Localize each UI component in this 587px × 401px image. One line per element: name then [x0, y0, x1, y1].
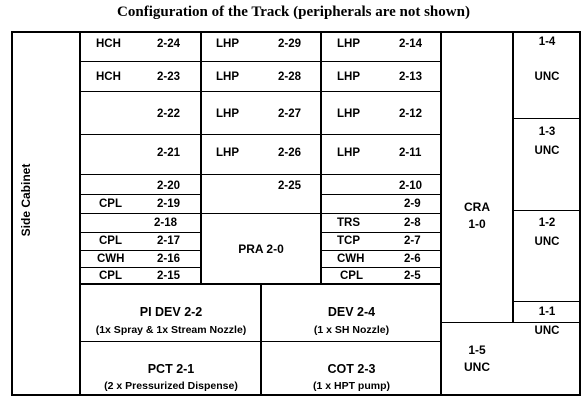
pct-detail: (2 x Pressurized Dispense) — [104, 380, 238, 392]
cra-left-border — [440, 31, 442, 396]
bottom-mid-divider — [260, 283, 262, 396]
module-number: 2-12 — [399, 108, 423, 120]
row-line — [321, 250, 441, 251]
module-number: 2-19 — [157, 198, 181, 210]
module-label: LHP — [216, 108, 239, 120]
grid-bottom-line — [80, 283, 441, 285]
unit-line — [513, 210, 581, 211]
pidev-detail: (1x Spray & 1x Stream Nozzle) — [95, 324, 247, 336]
row-line — [80, 174, 441, 175]
row-line — [80, 134, 441, 135]
module-number: 2-5 — [404, 270, 421, 282]
row-line — [321, 267, 441, 268]
row-line — [321, 194, 441, 195]
track-frame — [11, 31, 581, 396]
unit-label: UNC — [534, 325, 560, 337]
module-number: 2-28 — [278, 71, 302, 83]
module-number: 2-26 — [278, 147, 302, 159]
module-label: CPL — [99, 198, 122, 210]
row-line — [321, 232, 441, 233]
module-label: CWH — [97, 253, 125, 265]
col-divider-1 — [200, 31, 202, 283]
cot-detail: (1 x HPT pump) — [312, 380, 390, 392]
module-label: LHP — [337, 108, 360, 120]
module-number: 2-13 — [399, 71, 423, 83]
units-left-border — [512, 31, 514, 322]
unit-number: 1-1 — [538, 306, 556, 318]
module-number: 2-24 — [157, 38, 181, 50]
unit-line — [513, 118, 581, 119]
module-label: HCH — [96, 71, 121, 83]
module-label: CWH — [337, 253, 365, 265]
row-line — [80, 232, 201, 233]
row-line — [80, 267, 201, 268]
row-line — [80, 213, 441, 214]
module-label: CPL — [340, 270, 363, 282]
unit-number: 1-2 — [538, 217, 556, 229]
dev-detail: (1 x SH Nozzle) — [313, 324, 390, 336]
side-cabinet-label: Side Cabinet — [19, 163, 33, 237]
unit-label: UNC — [534, 71, 560, 83]
module-label: LHP — [216, 38, 239, 50]
module-label: LHP — [337, 147, 360, 159]
pct-name: PCT 2-1 — [147, 362, 195, 376]
unit-line — [513, 301, 581, 302]
module-label: LHP — [216, 147, 239, 159]
pra-module: PRA 2-0 — [238, 242, 284, 256]
module-number: 2-25 — [278, 180, 302, 192]
cra-bottom-line — [441, 322, 581, 323]
module-number: 2-17 — [157, 235, 181, 247]
module-number: 2-14 — [399, 38, 423, 50]
module-number: 2-6 — [404, 253, 421, 265]
module-number: 2-29 — [278, 38, 302, 50]
row-line — [80, 91, 441, 92]
module-number: 2-9 — [404, 198, 421, 210]
module-label: TCP — [337, 235, 360, 247]
module-number: 2-11 — [399, 147, 422, 159]
dev-name: DEV 2-4 — [327, 305, 376, 319]
module-label: TRS — [337, 217, 360, 229]
module-number: 2-16 — [157, 253, 181, 265]
pidev-name: PI DEV 2-2 — [139, 305, 203, 319]
module-number: 2-21 — [157, 147, 181, 159]
unit-label: UNC — [464, 360, 490, 374]
module-label: LHP — [337, 71, 360, 83]
module-label: LHP — [337, 38, 360, 50]
row-line — [80, 61, 441, 62]
unit-number: 1-4 — [538, 36, 556, 48]
module-label: CPL — [99, 270, 122, 282]
col-divider-2 — [320, 31, 322, 283]
unit-label: UNC — [534, 236, 560, 248]
row-line — [80, 250, 201, 251]
unit-number: 1-5 — [468, 343, 486, 357]
cot-name: COT 2-3 — [327, 362, 376, 376]
diagram-title: Configuration of the Track (peripherals … — [117, 4, 470, 20]
module-number: 2-8 — [404, 217, 421, 229]
cra-name: CRA — [464, 200, 490, 214]
module-number: 2-18 — [154, 217, 178, 229]
unit-number: 1-3 — [538, 126, 556, 138]
cra-number: 1-0 — [468, 217, 486, 231]
module-number: 2-27 — [278, 108, 302, 120]
module-number: 2-22 — [157, 108, 181, 120]
row-line — [80, 194, 201, 195]
module-number: 2-7 — [404, 235, 421, 247]
bottom-row-line — [80, 341, 441, 342]
module-number: 2-23 — [157, 71, 181, 83]
module-number: 2-20 — [157, 180, 181, 192]
module-number: 2-10 — [399, 180, 423, 192]
module-label: LHP — [216, 71, 239, 83]
module-label: CPL — [99, 235, 122, 247]
module-number: 2-15 — [157, 270, 181, 282]
module-label: HCH — [96, 38, 121, 50]
unit-label: UNC — [534, 145, 560, 157]
